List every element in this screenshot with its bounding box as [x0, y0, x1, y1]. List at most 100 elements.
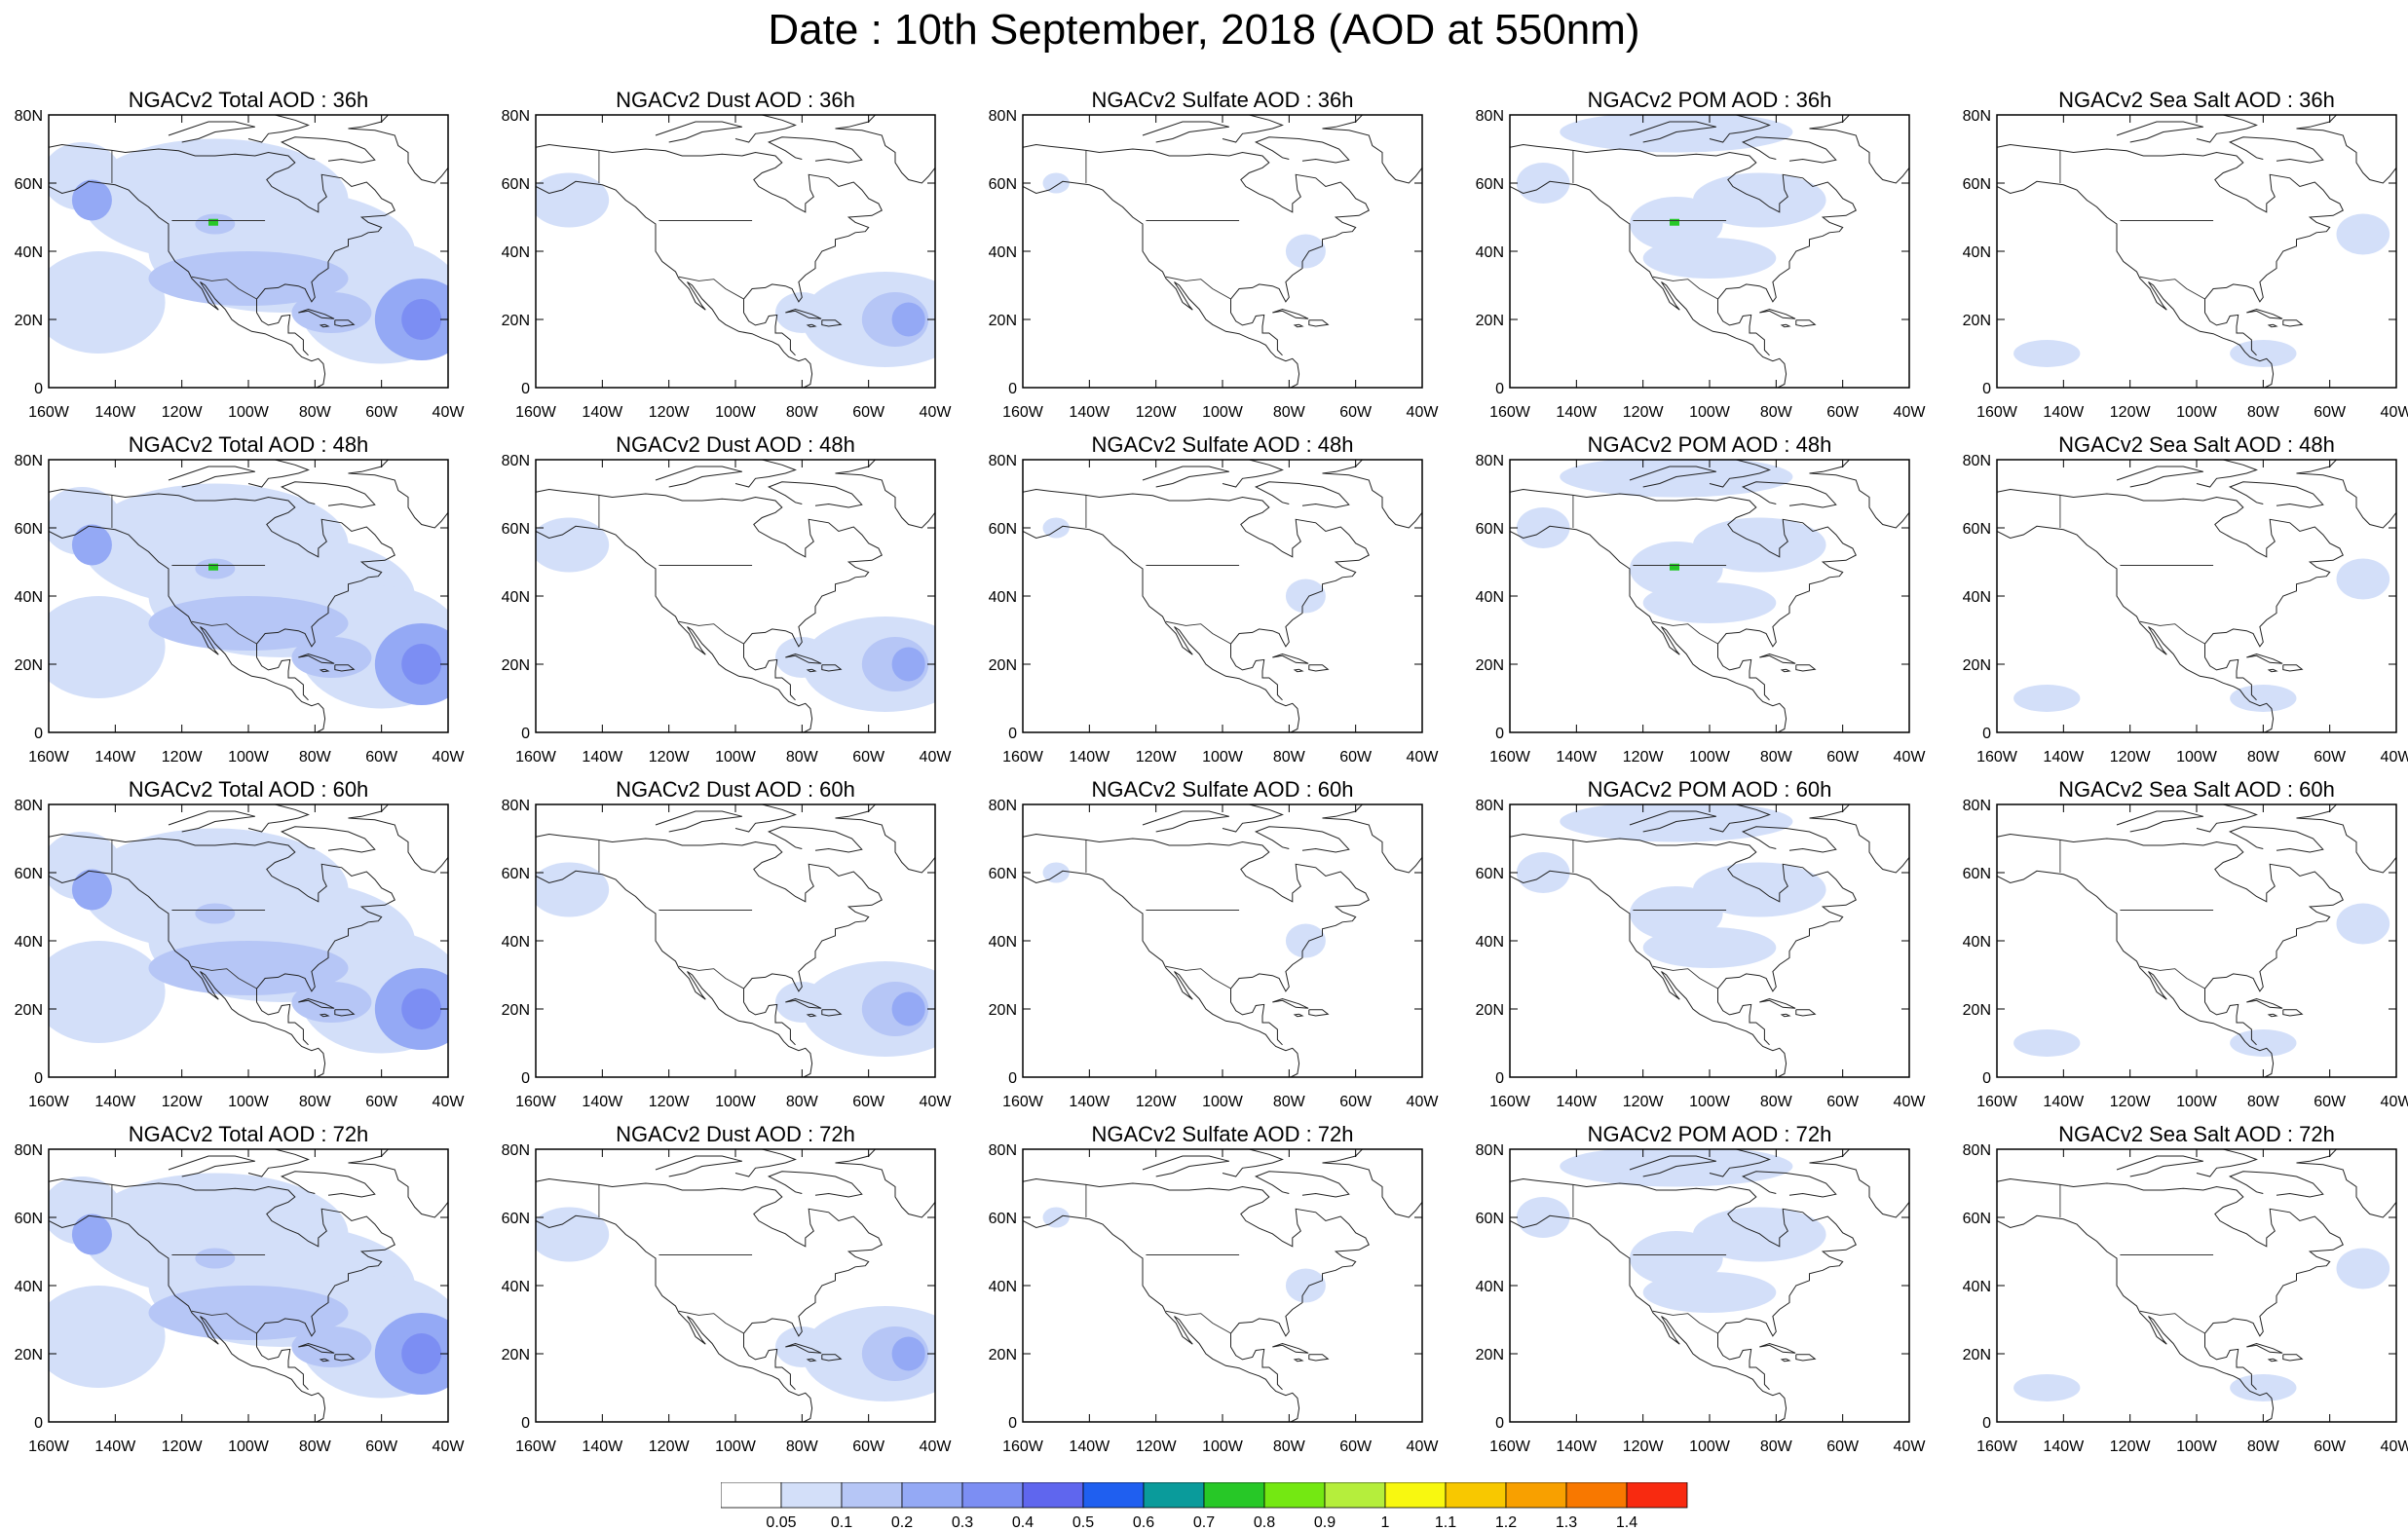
coastline — [1997, 115, 2396, 388]
lon-tick-label: 120W — [1623, 749, 1665, 766]
lat-tick-label: 60N — [1476, 1211, 1504, 1227]
country-border — [1572, 840, 1727, 990]
country-border — [111, 495, 266, 645]
aod-blob — [1042, 172, 1070, 194]
lat-tick-label: 40N — [1963, 1279, 1991, 1295]
aod-blob — [1692, 862, 1826, 917]
colorbar-swatch — [1505, 1482, 1567, 1509]
lat-tick-label: 60N — [1476, 866, 1504, 882]
aod-hotspot — [1670, 218, 1679, 226]
lon-tick-label: 80W — [786, 404, 819, 421]
lon-tick-label: 120W — [162, 1094, 204, 1110]
lat-tick-label: 60N — [1963, 1211, 1991, 1227]
lat-tick-label: 40N — [15, 244, 43, 261]
lon-tick-label: 120W — [162, 1438, 204, 1455]
aod-map-sulfate-72h: 160W 140W 120W 100W 80W 60W 40W 80N 60N 40N 20N 0 — [989, 1142, 1440, 1455]
colorbar-label: 0.1 — [831, 1514, 852, 1531]
aod-blob — [1692, 1207, 1826, 1262]
aod-shading — [536, 517, 935, 712]
lat-tick-label: 60N — [1963, 866, 1991, 882]
coastline — [1997, 1149, 2396, 1422]
colorbar-swatch — [1203, 1482, 1265, 1509]
lat-tick-label: 40N — [1963, 934, 1991, 951]
lat-tick-label: 20N — [15, 1002, 43, 1019]
aod-blob — [195, 903, 236, 924]
aod-shading — [536, 172, 935, 367]
panel-title: NGACv2 POM AOD : 48h — [1587, 432, 1832, 457]
aod-blob — [401, 989, 442, 1029]
lat-tick-label: 80N — [502, 1142, 530, 1159]
lat-tick-label: 40N — [15, 934, 43, 951]
lon-tick-label: 120W — [649, 749, 691, 766]
coastline — [1510, 460, 1909, 732]
aod-map-sea-salt-48h: 160W 140W 120W 100W 80W 60W 40W 80N 60N 40N 20N 0 — [1963, 453, 2408, 766]
aod-map-pom-60h: 160W 140W 120W 100W 80W 60W 40W 80N 60N 40N 20N 0 — [1476, 798, 1927, 1110]
lat-tick-label: 60N — [502, 521, 530, 538]
lat-tick-label: 80N — [15, 108, 43, 125]
coastline — [49, 1149, 448, 1422]
lon-tick-label: 40W — [433, 1438, 466, 1455]
aod-blob — [891, 647, 925, 682]
lat-tick-label: 80N — [1476, 1142, 1504, 1159]
country-border — [2059, 840, 2214, 990]
aod-map-sea-salt-36h: 160W 140W 120W 100W 80W 60W 40W 80N 60N 40N 20N 0 — [1963, 108, 2408, 421]
lon-tick-label: 120W — [162, 749, 204, 766]
aod-shading — [49, 138, 448, 364]
lat-tick-label: 60N — [15, 1211, 43, 1227]
lat-tick-label: 20N — [502, 657, 530, 674]
aod-shading — [536, 1207, 935, 1401]
lon-tick-label: 80W — [299, 1094, 332, 1110]
colorbar-label: 1 — [1381, 1514, 1390, 1531]
panel-title: NGACv2 Sulfate AOD : 60h — [1091, 777, 1354, 802]
aod-shading — [2013, 213, 2390, 367]
lat-tick-label: 60N — [989, 521, 1017, 538]
lon-tick-label: 100W — [228, 1438, 270, 1455]
lon-tick-label: 100W — [228, 749, 270, 766]
aod-map-pom-36h: 160W 140W 120W 100W 80W 60W 40W 80N 60N 40N 20N 0 — [1476, 108, 1927, 421]
lon-tick-label: 100W — [1202, 749, 1244, 766]
lon-tick-label: 80W — [299, 404, 332, 421]
lon-tick-label: 140W — [94, 1438, 136, 1455]
lat-tick-label: 0 — [1982, 381, 1991, 397]
lon-tick-label: 140W — [2043, 404, 2085, 421]
lat-tick-label: 40N — [989, 934, 1017, 951]
lon-tick-label: 80W — [786, 749, 819, 766]
lon-tick-label: 40W — [1407, 404, 1440, 421]
lon-tick-label: 60W — [1339, 404, 1373, 421]
lon-tick-label: 100W — [2176, 404, 2218, 421]
lat-tick-label: 20N — [1963, 1002, 1991, 1019]
lat-tick-label: 40N — [1963, 244, 1991, 261]
lon-tick-label: 80W — [1273, 1094, 1306, 1110]
lat-tick-label: 60N — [502, 866, 530, 882]
lon-tick-label: 140W — [1556, 1094, 1598, 1110]
lon-tick-label: 80W — [2247, 1094, 2280, 1110]
aod-blob — [536, 862, 610, 917]
lat-tick-label: 80N — [1963, 108, 1991, 125]
aod-shading — [1042, 1207, 1326, 1303]
lat-tick-label: 0 — [1982, 1415, 1991, 1432]
coastline — [536, 460, 935, 732]
lat-tick-label: 80N — [1963, 798, 1991, 814]
country-border — [1085, 1184, 1240, 1334]
lon-tick-label: 60W — [2314, 749, 2347, 766]
lon-tick-label: 160W — [1002, 1438, 1044, 1455]
lon-tick-label: 160W — [1002, 749, 1044, 766]
aod-map-total-72h: 160W 140W 120W 100W 80W 60W 40W 80N 60N 40N 20N 0 — [15, 1142, 466, 1455]
aod-shading — [49, 1173, 448, 1399]
lat-tick-label: 80N — [502, 453, 530, 469]
lon-tick-label: 40W — [1407, 749, 1440, 766]
lon-tick-label: 140W — [1069, 1094, 1110, 1110]
figure-title: Date : 10th September, 2018 (AOD at 550n… — [768, 6, 1640, 54]
lat-tick-label: 40N — [989, 589, 1017, 606]
aod-blob — [291, 637, 372, 678]
aod-blob — [195, 1248, 236, 1269]
colorbar-swatch — [1082, 1482, 1145, 1509]
lon-tick-label: 80W — [299, 1438, 332, 1455]
lat-tick-label: 80N — [1963, 1142, 1991, 1159]
panel-title: NGACv2 Sea Salt AOD : 48h — [2058, 432, 2335, 457]
lon-tick-label: 80W — [1273, 749, 1306, 766]
lon-tick-label: 120W — [649, 1094, 691, 1110]
coastline — [1510, 115, 1909, 388]
lon-tick-label: 120W — [649, 404, 691, 421]
aod-map-pom-72h: 160W 140W 120W 100W 80W 60W 40W 80N 60N 40N 20N 0 — [1476, 1142, 1927, 1455]
